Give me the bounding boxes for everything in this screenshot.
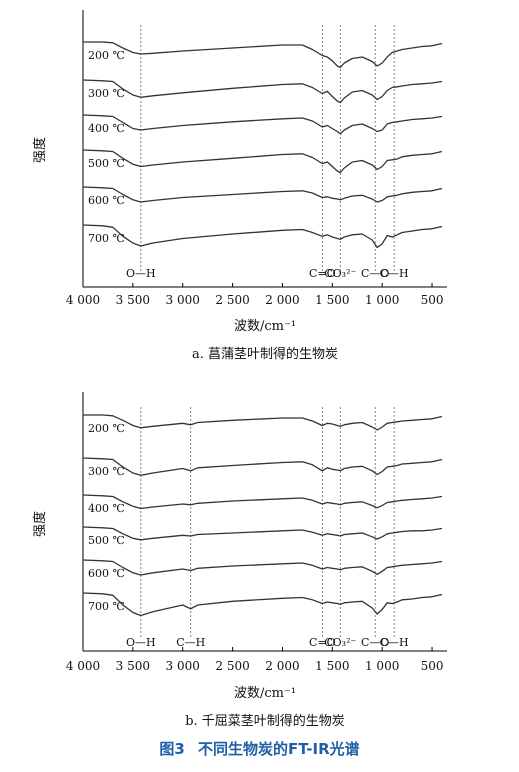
x-tick-label: 3 000 <box>166 293 200 307</box>
x-tick-label: 2 000 <box>265 659 299 673</box>
spectrum-line <box>82 494 443 510</box>
x-tick-label: 1 500 <box>315 293 349 307</box>
spectrum-line <box>82 559 443 576</box>
spectrum-line <box>83 414 443 431</box>
band-marker-label: C—O <box>361 267 389 280</box>
spectrum-line <box>82 224 443 249</box>
series-label: 500 ℃ <box>88 157 125 170</box>
band-marker-label: O—H <box>126 636 156 649</box>
x-tick-label: 3 500 <box>116 293 150 307</box>
x-tick-label: 4 000 <box>66 293 100 307</box>
x-tick-label: 4 000 <box>66 659 100 673</box>
y-axis-label: 强度 <box>32 511 48 537</box>
band-marker-label: C—H <box>176 636 205 649</box>
figure-caption: 图3 不同生物炭的FT-IR光谱 <box>0 738 519 759</box>
x-tick-label: 1 500 <box>315 659 349 673</box>
x-tick-label: 3 000 <box>166 659 200 673</box>
spectrum-line <box>82 114 443 135</box>
band-marker-label: C—H <box>380 636 409 649</box>
band-marker-label: CO₃²⁻ <box>324 636 356 649</box>
x-tick-label: 500 <box>421 659 444 673</box>
x-tick-label: 2 500 <box>215 293 249 307</box>
ftir-panel-b: 4 000 3 500 3 000 2 500 2 000 1 500 1 000 500 O—… <box>32 392 447 729</box>
spectrum-line <box>82 149 443 174</box>
series-label: 500 ℃ <box>88 534 125 547</box>
band-marker-label: C—H <box>380 267 409 280</box>
band-marker-label: C=O <box>309 267 336 280</box>
y-axis-label: 强度 <box>32 137 48 163</box>
series-label: 700 ℃ <box>88 232 125 245</box>
panel-subtitle: b. 千屈菜茎叶制得的生物炭 <box>185 713 345 729</box>
x-tick-label: 500 <box>421 293 444 307</box>
panel-subtitle: a. 菖蒲茎叶制得的生物炭 <box>192 346 338 362</box>
spectrum-line <box>82 457 443 476</box>
spectrum-line <box>82 186 443 203</box>
ftir-panel-a: 4 000 3 500 3 000 2 500 2 000 1 500 1 000 500 O—… <box>32 10 447 362</box>
x-tick-label: 3 500 <box>116 659 150 673</box>
x-axis-label: 波数/cm⁻¹ <box>234 319 296 334</box>
series-label: 700 ℃ <box>88 600 125 613</box>
figure-caption-text: 不同生物炭的FT-IR光谱 <box>198 740 360 758</box>
band-marker-label: C—O <box>361 636 389 649</box>
series-label: 400 ℃ <box>88 122 125 135</box>
band-marker-label: O—H <box>126 267 156 280</box>
spectrum-line <box>82 526 443 541</box>
series-label: 600 ℃ <box>88 567 125 580</box>
series-label: 400 ℃ <box>88 502 125 515</box>
x-tick-label: 2 500 <box>215 659 249 673</box>
band-marker-label: C=O <box>309 636 336 649</box>
series-label: 300 ℃ <box>88 465 125 478</box>
band-marker-label: CO₃²⁻ <box>324 267 356 280</box>
series-label: 200 ℃ <box>88 49 125 62</box>
x-tick-label: 1 000 <box>365 659 399 673</box>
x-axis-label: 波数/cm⁻¹ <box>234 686 296 701</box>
spectrum-line <box>82 592 443 617</box>
x-tick-label: 2 000 <box>265 293 299 307</box>
series-label: 200 ℃ <box>88 422 125 435</box>
spectrum-line <box>82 79 443 104</box>
series-label: 300 ℃ <box>88 87 125 100</box>
series-label: 600 ℃ <box>88 194 125 207</box>
spectrum-line <box>83 41 443 69</box>
figure-number: 图3 <box>159 740 185 758</box>
x-tick-label: 1 000 <box>365 293 399 307</box>
